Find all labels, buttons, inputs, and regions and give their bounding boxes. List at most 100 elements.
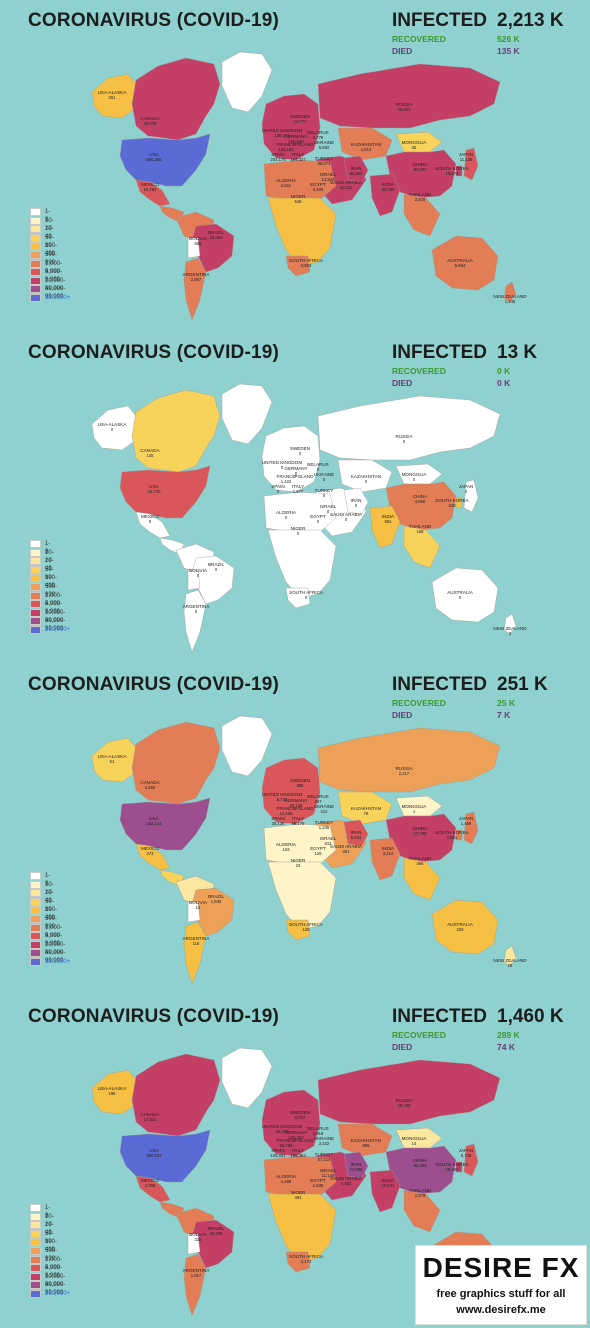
died-label: DIED [392, 1042, 413, 1052]
legend-label: 10-19 [45, 1213, 54, 1228]
region-africa [267, 529, 337, 599]
region-mongolia [395, 131, 443, 153]
legend-swatch [30, 285, 41, 294]
legend-swatch [30, 600, 41, 609]
legend-label: 20-49 [45, 890, 54, 905]
region-safrica [285, 919, 311, 941]
recovered-value: 526 K [497, 34, 520, 44]
region-europe [261, 93, 321, 161]
legend-swatch [30, 259, 41, 268]
legend-label: 1-9 [45, 1205, 51, 1219]
country-value-south-korea: 10,480 [446, 1167, 459, 1172]
region-russia [317, 727, 501, 793]
region-russia [317, 63, 501, 129]
country-label-usa-alaska: USA-ALASKA [98, 90, 128, 95]
died-label: DIED [392, 378, 413, 388]
country-label-turkey: TURKEY [315, 488, 334, 493]
country-value-egypt: 0 [317, 519, 320, 524]
died-value: 74 K [497, 1042, 515, 1052]
region-japan [463, 479, 479, 513]
country-value-usa: 850,365 [146, 157, 162, 162]
legend-label: 500-999 [45, 583, 58, 598]
panel-title: CORONAVIRUS (COVID-19) [28, 674, 280, 695]
legend-label: 10,000-49,999 [45, 1273, 66, 1288]
country-value-kazakhstan: 865 [363, 1143, 371, 1148]
country-label-israel: ISRAEL [320, 1168, 337, 1173]
country-label-india: INDIA [382, 1178, 395, 1183]
country-label-south-africa: SOUTH AFRICA [289, 1254, 324, 1259]
watermark-url: www.desirefx.me [456, 1304, 546, 1316]
country-label-saudi-arabia: SAUDI ARABIA [330, 1176, 363, 1181]
legend-swatch [30, 1204, 41, 1212]
country-label-sweden: SWEDEN [290, 1110, 310, 1115]
legend-label: 1-9 [45, 873, 51, 887]
country-value-canada: 3,450 [145, 785, 156, 790]
country-value-germany: 150,648 [288, 139, 304, 144]
country-label-niger: NIGER [291, 194, 306, 199]
country-label-usa: USA [149, 484, 159, 489]
country-value-france: 14,459 [280, 811, 293, 816]
country-value-mexico: 0 [149, 519, 152, 524]
country-label-egypt: EGYPT [310, 846, 326, 851]
region-bolivia [187, 1233, 201, 1255]
country-value-usa-alaska: 251 [109, 95, 117, 100]
country-value-brazil: 0 [215, 567, 218, 572]
country-label-algeria: ALGERIA [276, 510, 297, 515]
legend-swatch [30, 225, 41, 234]
region-india [369, 1169, 401, 1213]
country-label-algeria: ALGERIA [276, 1174, 297, 1179]
country-label-egypt: EGYPT [310, 514, 326, 519]
country-value-brazil: 18,496 [210, 1231, 223, 1236]
country-label-ukraine: UKRAINE [314, 140, 334, 145]
country-label-spain: SPAIN [271, 484, 284, 489]
country-value-iran: 71,686 [350, 1167, 363, 1172]
country-value-ukraine: 3,102 [319, 1141, 330, 1146]
country-label-italy: ITALY [292, 816, 304, 821]
region-canada [131, 389, 221, 473]
country-value-spain: 0 [277, 489, 280, 494]
country-value-belarus: 257 [315, 799, 323, 804]
region-canada [131, 721, 221, 805]
country-label-turkey: TURKEY [315, 1152, 334, 1157]
country-value-niger: 23 [296, 863, 301, 868]
country-value-usa-alaska: 0 [111, 427, 114, 432]
legend-label: 10-19 [45, 217, 54, 232]
region-europe [261, 425, 321, 493]
country-label-thailand: THAILAND [409, 1188, 432, 1193]
country-label-egypt: EGYPT [310, 182, 326, 187]
legend-label: 100,000+ [45, 958, 71, 965]
country-label-iran: IRAN [351, 498, 362, 503]
region-japan [463, 1143, 479, 1177]
country-value-new-zealand: 28 [508, 963, 513, 968]
country-label-poland: POLAND [295, 806, 315, 811]
country-value-usa-alaska: 198 [109, 1091, 117, 1096]
country-label-niger: NIGER [291, 858, 306, 863]
country-value-niger: 491 [295, 1195, 303, 1200]
country-value-mexico: 373 [147, 851, 155, 856]
legend-swatch [30, 276, 41, 285]
region-mongolia [395, 463, 443, 485]
region-mongolia [395, 795, 443, 817]
region-canada [131, 1053, 221, 1137]
country-label-india: INDIA [382, 514, 395, 519]
legend-label: 10,000-49,999 [45, 941, 66, 956]
legend-swatch [30, 1212, 41, 1221]
country-value-china: 84,287 [414, 167, 427, 172]
country-value-israel: 613 [325, 841, 333, 846]
legend-swatch [30, 1272, 41, 1281]
country-label-mongolia: MONGOLIA [402, 140, 428, 145]
region-japan [463, 811, 479, 845]
country-label-spain: SPAIN [271, 152, 284, 157]
country-label-kazakhstan: KAZAKHSTAN [351, 1138, 381, 1143]
country-value-italy: 56,178 [292, 821, 305, 826]
legend-label: 1,000-4,999 [45, 260, 63, 275]
country-value-bolivia: 14 [196, 905, 201, 910]
country-value-germany: 0 [295, 471, 298, 476]
legend-label: 100-499 [45, 1239, 58, 1254]
region-iran [343, 819, 369, 847]
country-value-mongolia: 1 [413, 809, 416, 814]
country-value-south-africa: 3,953 [301, 263, 312, 268]
legend-label: 5,000-9,999 [45, 601, 63, 616]
country-value-turkey: 98,674 [318, 161, 331, 166]
region-argentina [183, 257, 207, 321]
